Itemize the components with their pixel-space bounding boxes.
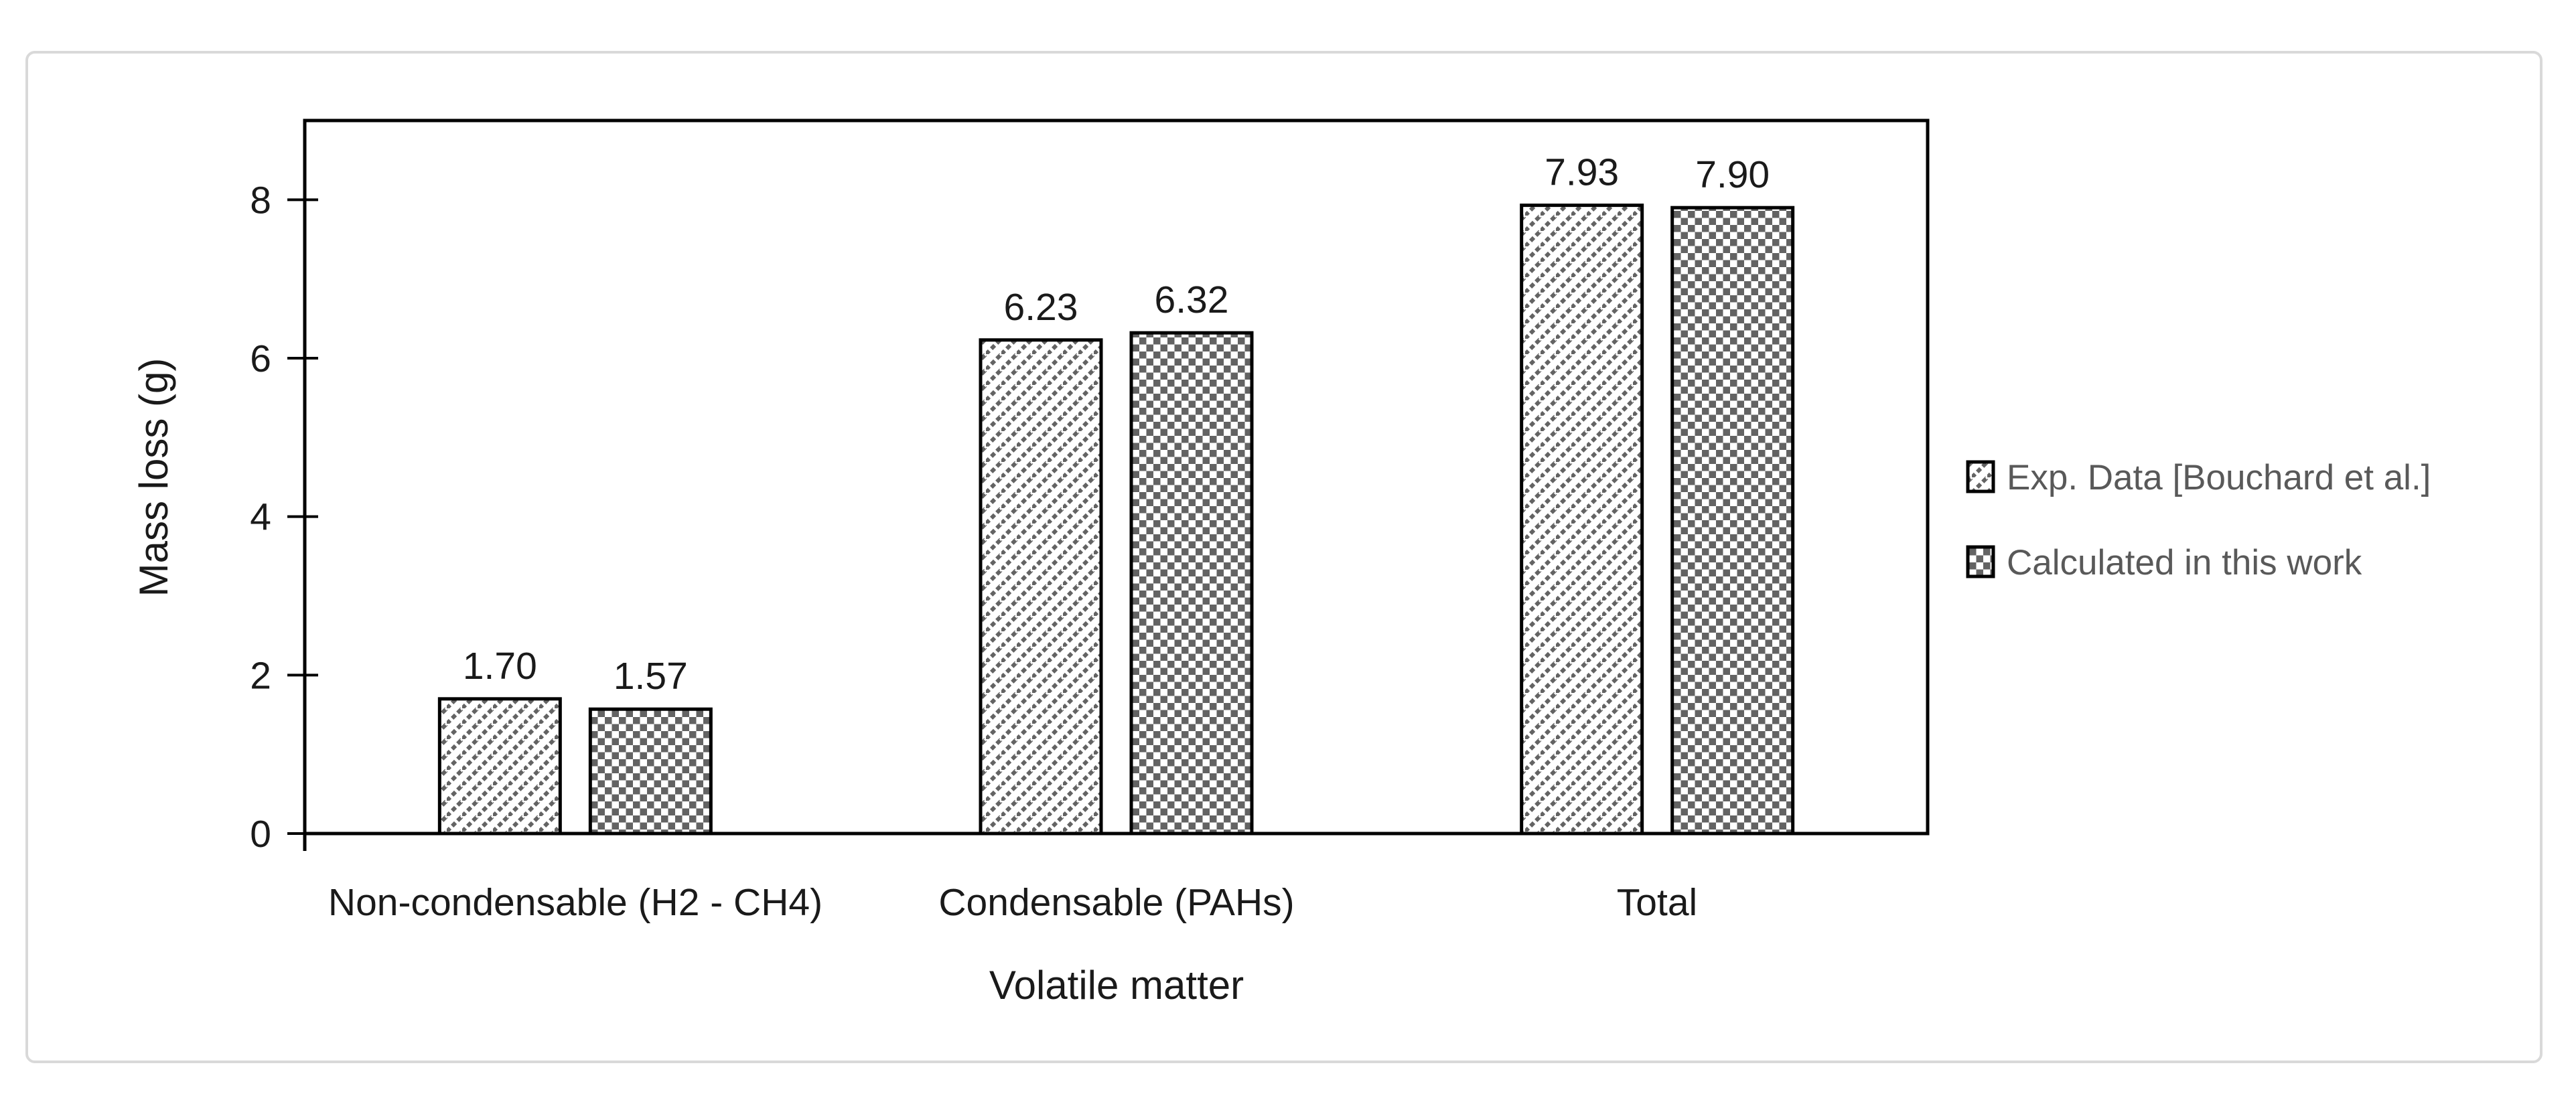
bar-exp-data-1 <box>979 338 1103 836</box>
x-axis-title: Volatile matter <box>989 963 1244 1008</box>
bar-value-label: 7.93 <box>1545 151 1619 194</box>
bar-value-label: 1.57 <box>614 655 688 698</box>
x-category-label-condensable: Condensable (PAHs) <box>938 881 1294 924</box>
bar-calculated-2 <box>1670 206 1795 836</box>
legend-label-exp-data: Exp. Data [Bouchard et al.] <box>2007 458 2431 497</box>
bar-exp-data-2 <box>1520 204 1644 836</box>
y-tick-label: 8 <box>250 179 271 222</box>
y-tick-label: 6 <box>250 337 271 380</box>
y-tick-label: 0 <box>250 813 271 856</box>
x-category-label-total: Total <box>1617 881 1697 924</box>
y-tick-label: 2 <box>250 654 271 697</box>
plot-area-border <box>303 119 1930 836</box>
legend-marker-calculated <box>1966 545 1995 578</box>
bar-series <box>437 204 1795 836</box>
bar-calculated-0 <box>588 707 713 836</box>
bar-value-label: 7.90 <box>1695 153 1770 196</box>
y-tick-label: 4 <box>250 496 271 539</box>
y-axis-title: Mass loss (g) <box>131 358 176 597</box>
bar-value-label: 6.32 <box>1155 279 1229 321</box>
bar-value-label: 6.23 <box>1004 286 1078 329</box>
bar-exp-data-0 <box>437 697 562 836</box>
legend-label-calculated: Calculated in this work <box>2007 543 2362 582</box>
data-labels: 1.70 6.23 7.93 1.57 6.32 7.90 <box>463 151 1770 698</box>
legend-marker-exp-data <box>1966 460 1995 493</box>
y-axis: 0 2 4 6 8 <box>250 179 318 856</box>
x-category-label-non-condensable: Non-condensable (H2 - CH4) <box>328 881 822 924</box>
legend: Exp. Data [Bouchard et al.] Calculated i… <box>1966 458 2431 582</box>
bar-value-label: 1.70 <box>463 645 537 688</box>
bar-calculated-1 <box>1129 331 1254 836</box>
